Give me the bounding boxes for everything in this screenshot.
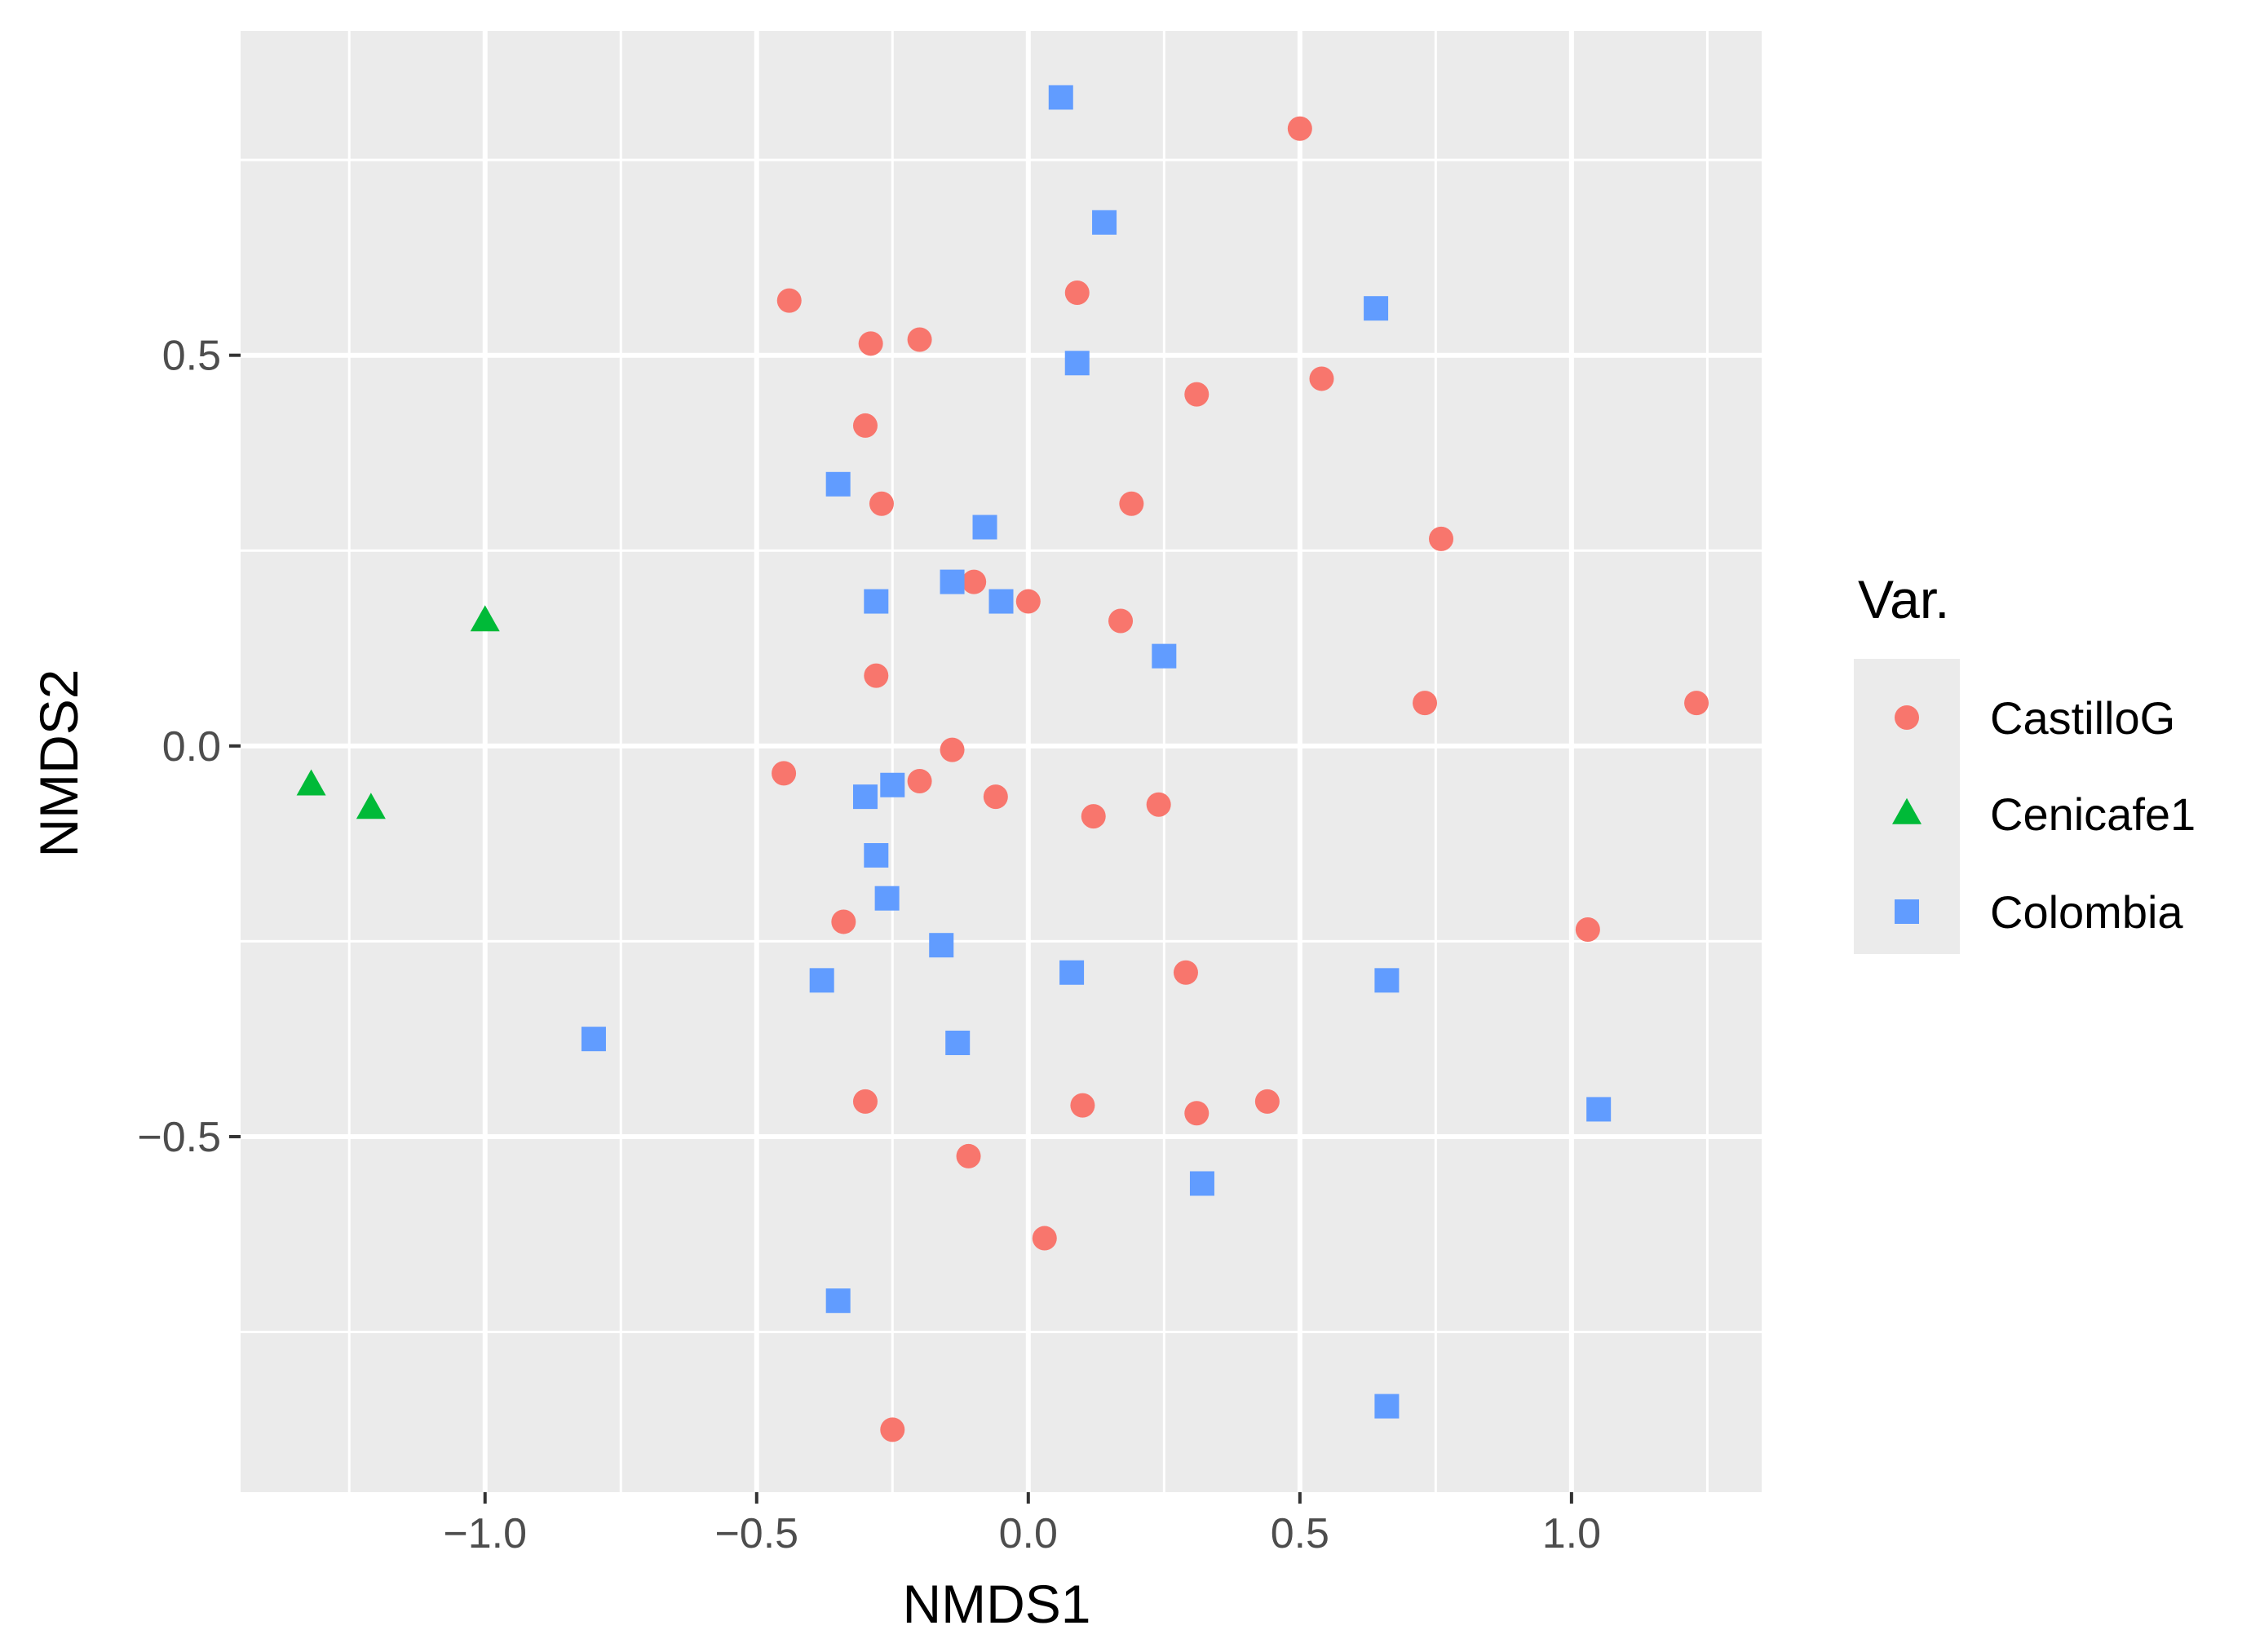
point-colombia xyxy=(874,886,900,911)
point-castillog xyxy=(1070,1093,1095,1118)
legend: Var. CastilloG Cenicafe1 Colombia xyxy=(1854,569,2196,954)
point-castillog xyxy=(1429,526,1454,551)
point-castillog xyxy=(1064,280,1090,306)
point-castillog xyxy=(858,331,883,356)
major-gridlines xyxy=(241,31,1762,1492)
point-castillog xyxy=(1684,691,1709,716)
point-cenicafe1 xyxy=(296,769,326,796)
legend-title: Var. xyxy=(1858,569,1950,629)
point-castillog xyxy=(772,761,797,786)
point-colombia xyxy=(581,1027,606,1052)
point-castillog xyxy=(1081,804,1106,829)
point-cenicafe1 xyxy=(470,605,500,632)
point-castillog xyxy=(1287,116,1312,141)
point-colombia xyxy=(809,968,834,993)
legend-label-cenicafe1: Cenicafe1 xyxy=(1990,788,2196,840)
point-castillog xyxy=(962,569,987,594)
point-castillog xyxy=(1146,792,1171,817)
legend-key-colombia xyxy=(1895,899,1919,924)
point-colombia xyxy=(1059,960,1085,985)
legend-items: CastilloG Cenicafe1 Colombia xyxy=(1892,692,2196,938)
point-castillog xyxy=(940,737,965,762)
point-castillog xyxy=(852,1089,878,1114)
point-cenicafe1 xyxy=(356,793,386,819)
point-castillog xyxy=(1575,917,1600,943)
point-colombia xyxy=(1364,296,1389,321)
point-colombia xyxy=(1374,968,1400,993)
point-colombia xyxy=(825,471,851,497)
point-colombia xyxy=(940,569,965,594)
point-castillog xyxy=(852,413,878,438)
point-colombia xyxy=(929,933,954,958)
point-castillog xyxy=(1309,366,1334,391)
point-colombia xyxy=(1189,1171,1214,1196)
y-tick-label: 0.5 xyxy=(162,333,221,380)
point-colombia xyxy=(864,842,889,868)
point-colombia xyxy=(945,1030,971,1055)
point-colombia xyxy=(1064,351,1090,376)
x-tick-label: 0.5 xyxy=(1271,1510,1329,1557)
data-points xyxy=(296,85,1709,1442)
plot-panel xyxy=(241,31,1762,1492)
x-tick-label: 0.0 xyxy=(999,1510,1058,1557)
point-castillog xyxy=(1015,589,1041,614)
legend-key-castillog xyxy=(1895,705,1919,730)
point-castillog xyxy=(1184,1101,1210,1126)
point-colombia xyxy=(825,1288,851,1314)
point-castillog xyxy=(880,1417,905,1442)
legend-label-castillog: CastilloG xyxy=(1990,692,2175,744)
point-castillog xyxy=(776,288,802,313)
y-axis-title: NMDS2 xyxy=(29,669,89,857)
point-colombia xyxy=(1586,1097,1612,1122)
y-tick-label: 0.0 xyxy=(162,723,221,771)
minor-gridlines xyxy=(241,31,1762,1492)
legend-key-cenicafe1 xyxy=(1892,797,1922,824)
point-castillog xyxy=(1254,1089,1280,1114)
axes: −1.0 −0.5 0.0 0.5 1.0 −0.5 0.0 0.5 xyxy=(137,333,1601,1557)
point-castillog xyxy=(1032,1226,1057,1251)
x-axis-title: NMDS1 xyxy=(902,1574,1090,1634)
point-castillog xyxy=(907,327,932,352)
point-colombia xyxy=(864,589,889,614)
x-tick-label: 1.0 xyxy=(1542,1510,1601,1557)
point-castillog xyxy=(1184,382,1210,407)
point-castillog xyxy=(1108,608,1134,634)
point-colombia xyxy=(880,772,905,797)
point-castillog xyxy=(1173,960,1198,985)
point-colombia xyxy=(972,515,997,540)
point-colombia xyxy=(1152,643,1177,669)
point-castillog xyxy=(869,491,894,516)
point-colombia xyxy=(852,784,878,810)
x-tick-label: −0.5 xyxy=(714,1510,798,1557)
point-castillog xyxy=(956,1143,981,1168)
point-colombia xyxy=(1048,85,1073,110)
point-castillog xyxy=(1119,491,1144,516)
point-castillog xyxy=(983,784,1008,810)
point-castillog xyxy=(864,663,889,688)
point-castillog xyxy=(831,909,856,934)
point-castillog xyxy=(907,768,932,793)
x-tick-label: −1.0 xyxy=(443,1510,527,1557)
point-castillog xyxy=(1413,691,1438,716)
y-tick-label: −0.5 xyxy=(137,1114,221,1161)
point-colombia xyxy=(988,589,1014,614)
point-colombia xyxy=(1092,210,1117,235)
point-colombia xyxy=(1374,1394,1400,1419)
legend-label-colombia: Colombia xyxy=(1990,886,2183,938)
